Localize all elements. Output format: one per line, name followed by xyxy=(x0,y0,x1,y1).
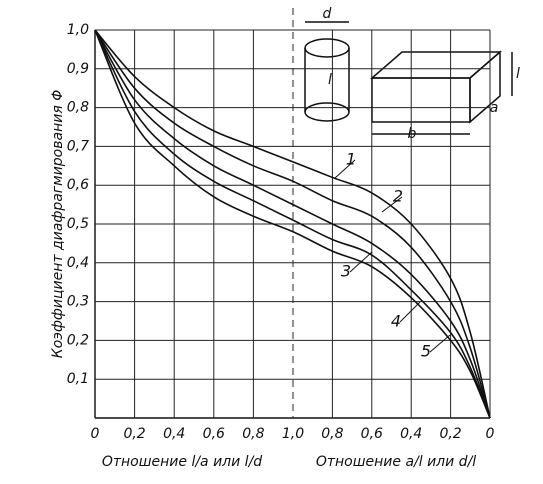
x-tick-label: 1,0 xyxy=(282,426,304,442)
y-axis-label: Коэффициент диафрагмирования Φ xyxy=(50,90,66,358)
curve xyxy=(94,29,491,419)
y-tick-label: 0,4 xyxy=(67,255,89,271)
y-tick-label: 0,5 xyxy=(67,216,89,232)
leader-line xyxy=(399,301,421,323)
x-tick-label: 0,8 xyxy=(242,426,264,442)
y-tick-label: 0,8 xyxy=(67,100,89,116)
curve-label: 5 xyxy=(421,342,431,361)
leader-line xyxy=(334,159,356,179)
box-front xyxy=(371,77,471,123)
leader-line xyxy=(381,196,403,213)
curve-label: 2 xyxy=(393,187,403,206)
box-top xyxy=(369,51,503,79)
y-tick-label: 0,1 xyxy=(67,371,89,387)
curve-label: 1 xyxy=(346,150,356,169)
y-tick-label: 0,6 xyxy=(67,177,89,193)
inset-label: l xyxy=(328,72,332,88)
curve-label: 4 xyxy=(391,312,401,331)
x2-tick-label: 0,8 xyxy=(321,426,343,442)
curve xyxy=(94,29,491,419)
inset-label: b xyxy=(408,126,417,142)
x2-tick-label: 0,6 xyxy=(361,426,383,442)
x-tick-label: 0 xyxy=(91,426,100,442)
y-tick-label: 0,9 xyxy=(67,61,89,77)
x2-tick-label: 0 xyxy=(486,426,495,442)
x-tick-label: 0,4 xyxy=(163,426,185,442)
curve xyxy=(94,29,491,419)
x-tick-label: 0,6 xyxy=(203,426,225,442)
inset-label: d xyxy=(323,6,332,22)
x-axis-label: Отношение l/a или l/d xyxy=(102,454,262,470)
x2-axis-label: Отношение a/l или d/l xyxy=(316,454,476,470)
cylinder-top xyxy=(304,38,350,58)
cylinder-bottom xyxy=(304,102,350,122)
leader-line xyxy=(429,334,451,353)
curve xyxy=(94,29,491,419)
x2-tick-label: 0,4 xyxy=(400,426,422,442)
inset-label: a xyxy=(490,100,499,116)
y-tick-label: 0,7 xyxy=(67,138,89,154)
y-tick-label: 0,3 xyxy=(67,294,89,310)
y-tick-label: 0,2 xyxy=(67,332,89,348)
curve xyxy=(94,29,491,419)
x2-tick-label: 0,2 xyxy=(439,426,461,442)
curve-label: 3 xyxy=(341,262,351,281)
inset-diagram xyxy=(304,21,513,135)
inset-label: l xyxy=(516,66,520,82)
y-tick-label: 1,0 xyxy=(67,22,89,38)
x-tick-label: 0,2 xyxy=(123,426,145,442)
